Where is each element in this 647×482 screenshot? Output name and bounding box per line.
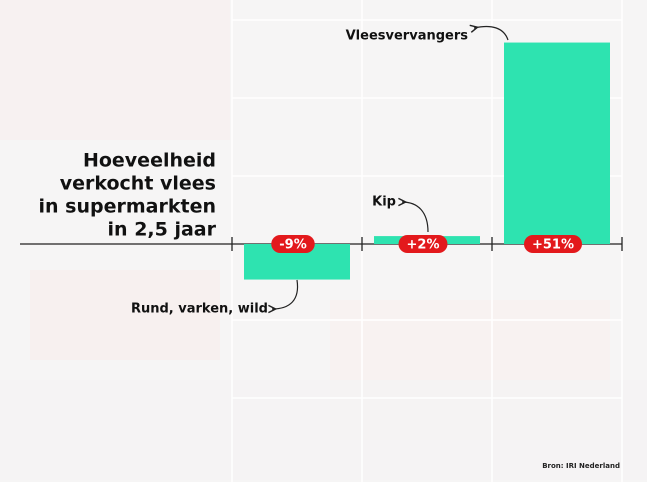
category-label: Rund, varken, wild [131,302,268,317]
value-label-pill [398,235,448,253]
value-label: +51% [532,238,574,253]
bar [504,42,610,244]
value-label-pill [523,235,583,253]
chart-title: in supermarkten [39,196,216,218]
value-label: +2% [407,238,440,253]
category-label: Kip [372,195,396,210]
category-label: Vleesvervangers [346,29,469,44]
arrow [402,202,429,233]
chart-title: Hoeveelheid [83,150,216,172]
arrow [272,279,299,309]
chart-title: in 2,5 jaar [108,219,217,241]
source: Bron: IRI Nederland [542,462,620,470]
value-label-pill [271,235,315,253]
value-label: -9% [279,238,306,253]
arrow [474,27,509,41]
chart-title: verkocht vlees [60,173,216,195]
